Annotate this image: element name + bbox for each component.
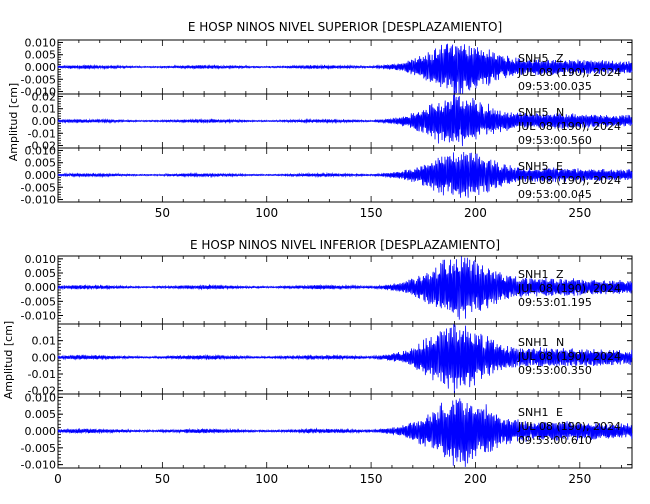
date-label: JUL 08 (190), 2024 [517,420,621,433]
x-tick-label: 100 [255,206,278,220]
y-tick-label: -0.010 [21,86,56,99]
x-tick-label: 100 [255,472,278,486]
waveform-trace [57,398,633,467]
time-label: 09:53:00.045 [518,188,592,201]
station-label: SNH1 [518,406,548,419]
y-tick-label: -0.01 [28,368,56,381]
x-tick-label: 250 [568,206,591,220]
time-label: 09:53:00.035 [518,80,592,93]
component-label: Z [556,52,564,65]
y-tick-label: 0.01 [32,335,57,348]
x-tick-label: 250 [568,472,591,486]
time-label: 09:53:00.560 [518,134,592,147]
y-tick-label: 0.02 [32,90,57,103]
component-label: E [556,160,563,173]
component-label: E [556,406,563,419]
lower-ylabel: Amplitud [cm] [2,321,15,399]
y-tick-label: -0.005 [21,181,56,194]
y-tick-label: 0.00 [32,115,57,128]
y-tick-label: -0.02 [28,385,56,398]
waveform-trace [57,94,633,147]
x-tick-label: 0 [54,472,62,486]
y-tick-label: -0.005 [21,295,56,308]
time-label: 09:53:00.350 [518,364,592,377]
y-tick-label: 0.010 [25,36,57,49]
x-tick-label: 150 [360,472,383,486]
upper-ylabel: Amplitud [cm] [7,83,20,161]
x-tick-label: 200 [464,206,487,220]
station-label: SNH5 [518,52,548,65]
date-label: JUL 08 (190), 2024 [517,66,621,79]
date-label: JUL 08 (190), 2024 [517,350,621,363]
y-tick-label: 0.010 [25,253,57,266]
y-tick-label: -0.005 [21,442,56,455]
y-tick-label: 0.005 [25,157,57,170]
component-label: N [556,106,564,119]
upper-title: E HOSP NINOS NIVEL SUPERIOR [DESPLAZAMIE… [188,20,502,34]
station-label: SNH5 [518,106,548,119]
component-label: Z [556,268,564,281]
x-tick-label: 50 [155,206,170,220]
date-label: JUL 08 (190), 2024 [517,282,621,295]
y-tick-label: 0.000 [25,169,57,182]
y-tick-label: 0.005 [25,408,57,421]
date-label: JUL 08 (190), 2024 [517,120,621,133]
station-label: SNH1 [518,268,548,281]
y-tick-label: 0.000 [25,61,57,74]
date-label: JUL 08 (190), 2024 [517,174,621,187]
y-tick-label: 0.00 [32,351,57,364]
y-tick-label: 0.005 [25,267,57,280]
y-tick-label: 0.01 [32,103,57,116]
y-tick-label: -0.01 [28,127,56,140]
waveform-trace [57,151,633,198]
lower-title: E HOSP NINOS NIVEL INFERIOR [DESPLAZAMIE… [190,238,500,252]
y-tick-label: -0.010 [21,459,56,472]
waveform-trace [57,43,633,95]
y-tick-label: -0.010 [21,310,56,323]
waveform-trace [57,323,633,393]
y-tick-label: -0.02 [28,140,56,153]
station-label: SNH5 [518,160,548,173]
y-tick-label: 0.010 [25,144,57,157]
station-label: SNH1 [518,336,548,349]
x-tick-label: 200 [464,472,487,486]
y-tick-label: 0.000 [25,425,57,438]
component-label: N [556,336,564,349]
waveform-trace [57,256,633,320]
y-tick-label: -0.010 [21,194,56,207]
x-tick-label: 150 [360,206,383,220]
x-tick-label: 50 [155,472,170,486]
time-label: 09:53:00.610 [518,434,592,447]
y-tick-label: 0.000 [25,281,57,294]
y-tick-label: 0.010 [25,391,57,404]
time-label: 09:53:01.195 [518,296,592,309]
y-tick-label: 0.005 [25,49,57,62]
y-tick-label: -0.005 [21,73,56,86]
